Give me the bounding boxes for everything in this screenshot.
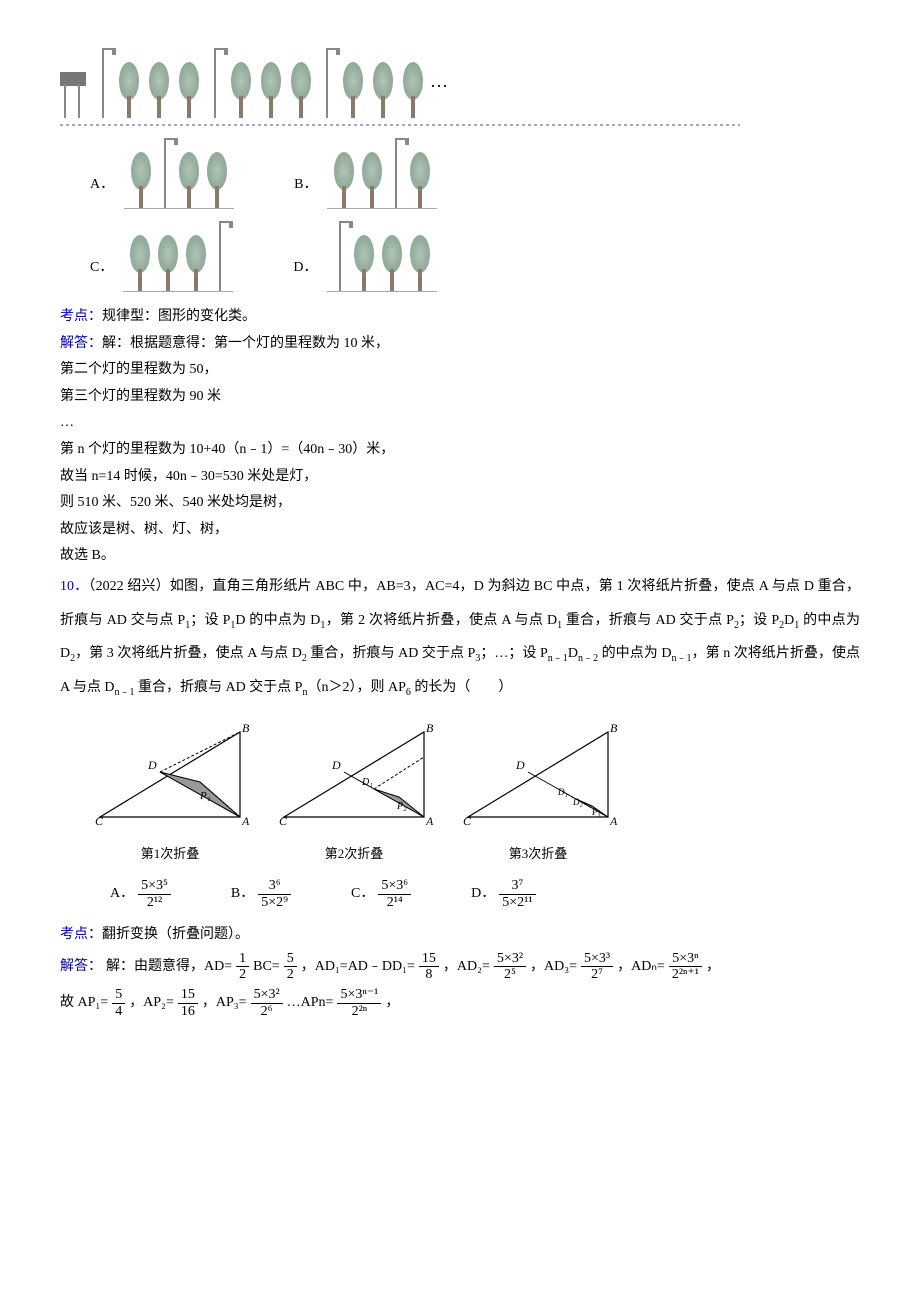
tree-icon: [340, 62, 366, 118]
kaodian-2: 考点：翻折变换（折叠问题）。: [60, 922, 860, 949]
svg-text:C: C: [95, 814, 104, 827]
option-c-figure: [123, 221, 233, 292]
svg-text:A: A: [425, 814, 434, 827]
svg-text:B: B: [242, 721, 250, 735]
jieda-label: 解答：: [60, 336, 102, 351]
lamp-icon: [94, 48, 112, 118]
option-a-label: A．: [60, 172, 124, 209]
svg-text:C: C: [279, 814, 288, 827]
q10-options: A．5×3⁵2¹² B．3⁶5×2⁹ C．5×3⁶2¹⁴ D．3⁷5×2¹¹: [110, 878, 860, 910]
option-d-label: D．: [233, 255, 327, 292]
option-c: C．5×3⁶2¹⁴: [351, 878, 411, 910]
fold-figure-2: C A B D D₁ P₂ 第2次折叠: [274, 717, 434, 866]
triangle-fold-2-svg: C A B D D₁ P₂: [274, 717, 434, 827]
tree-icon: [288, 62, 314, 118]
jieda-label-2: 解答：: [60, 949, 102, 985]
jieda-1-line3: …: [60, 410, 860, 437]
svg-text:B: B: [610, 721, 618, 735]
jieda-2-line1: 解答： 解：由题意得，AD= 12 BC= 52 ，AD₁=AD﹣DD₁= 15…: [60, 949, 860, 985]
svg-text:D₁: D₁: [361, 777, 373, 788]
svg-text:D₂: D₂: [572, 797, 583, 807]
ellipsis: …: [430, 64, 452, 118]
jieda-1-line4: 第 n 个灯的里程数为 10+40（n﹣1）=（40n﹣30）米，: [60, 437, 860, 464]
tree-icon: [400, 62, 426, 118]
option-c-label: C．: [60, 255, 123, 292]
svg-text:P₂: P₂: [396, 801, 407, 812]
jieda-1-line0: 解答：解：根据题意得：第一个灯的里程数为 10 米，: [60, 331, 860, 358]
tree-icon: [258, 62, 284, 118]
triangle-fold-3-svg: C A B D D₁ D₂ P₃: [458, 717, 618, 827]
jieda-1-line1: 第二个灯的里程数为 50，: [60, 357, 860, 384]
svg-text:D: D: [331, 758, 341, 772]
option-a-figure: [124, 138, 234, 209]
street-pattern-figure: …: [60, 48, 780, 118]
option-b: B．3⁶5×2⁹: [231, 878, 291, 910]
kaodian-text: 规律型：图形的变化类。: [102, 309, 256, 324]
svg-text:C: C: [463, 814, 472, 827]
jieda-1-line2: 第三个灯的里程数为 90 米: [60, 384, 860, 411]
options-row-1: A． B．: [60, 138, 860, 209]
svg-text:D₁: D₁: [557, 787, 568, 797]
kaodian-label: 考点：: [60, 309, 102, 324]
svg-text:B: B: [426, 721, 434, 735]
ground-line: [60, 124, 740, 126]
q10-number: 10．: [60, 579, 88, 594]
option-b-label: B．: [234, 172, 327, 209]
svg-text:D: D: [515, 758, 525, 772]
svg-text:D: D: [147, 758, 157, 772]
kaodian-text-2: 翻折变换（折叠问题）。: [102, 927, 249, 942]
option-b-figure: [327, 138, 437, 209]
fold-caption-2: 第2次折叠: [274, 842, 434, 867]
jieda-2-line2: 故 AP₁= 54 ，AP₂= 1516 ，AP₃= 5×3²2⁶ …APn= …: [60, 985, 860, 1021]
svg-text:A: A: [241, 814, 250, 827]
jieda-1-line6: 则 510 米、520 米、540 米处均是树，: [60, 490, 860, 517]
jieda-1-line5: 故当 n=14 时候，40n﹣30=530 米处是灯，: [60, 464, 860, 491]
option-d-figure: [327, 221, 437, 292]
lamp-icon: [318, 48, 336, 118]
fold-figures: C A B D P₁ 第1次折叠 C A B D D₁ P₂ 第2次折叠 C: [90, 717, 860, 866]
tree-icon: [370, 62, 396, 118]
svg-text:P₁: P₁: [199, 790, 211, 802]
fold-figure-1: C A B D P₁ 第1次折叠: [90, 717, 250, 866]
tree-icon: [176, 62, 202, 118]
kaodian-1: 考点：规律型：图形的变化类。: [60, 304, 860, 331]
tree-icon: [228, 62, 254, 118]
jieda-1-line7: 故应该是树、树、灯、树，: [60, 517, 860, 544]
svg-text:P₃: P₃: [591, 807, 601, 817]
kaodian-label-2: 考点：: [60, 927, 102, 942]
q10-stem: 10．（2022 绍兴）如图，直角三角形纸片 ABC 中，AB=3，AC=4，D…: [60, 570, 860, 705]
fold-caption-1: 第1次折叠: [90, 842, 250, 867]
svg-text:A: A: [609, 814, 618, 827]
tree-icon: [146, 62, 172, 118]
fold-figure-3: C A B D D₁ D₂ P₃ 第3次折叠: [458, 717, 618, 866]
fold-caption-3: 第3次折叠: [458, 842, 618, 867]
option-d: D．3⁷5×2¹¹: [471, 878, 535, 910]
tree-icon: [116, 62, 142, 118]
q10-source: （2022 绍兴）: [88, 579, 169, 594]
option-a: A．5×3⁵2¹²: [110, 878, 171, 910]
sign-icon: [60, 62, 90, 118]
jieda-text-0: 解：根据题意得：第一个灯的里程数为 10 米，: [102, 336, 389, 351]
triangle-fold-1-svg: C A B D P₁: [90, 717, 250, 827]
jieda-1-line8: 故选 B。: [60, 543, 860, 570]
lamp-icon: [206, 48, 224, 118]
options-row-2: C． D．: [60, 221, 860, 292]
